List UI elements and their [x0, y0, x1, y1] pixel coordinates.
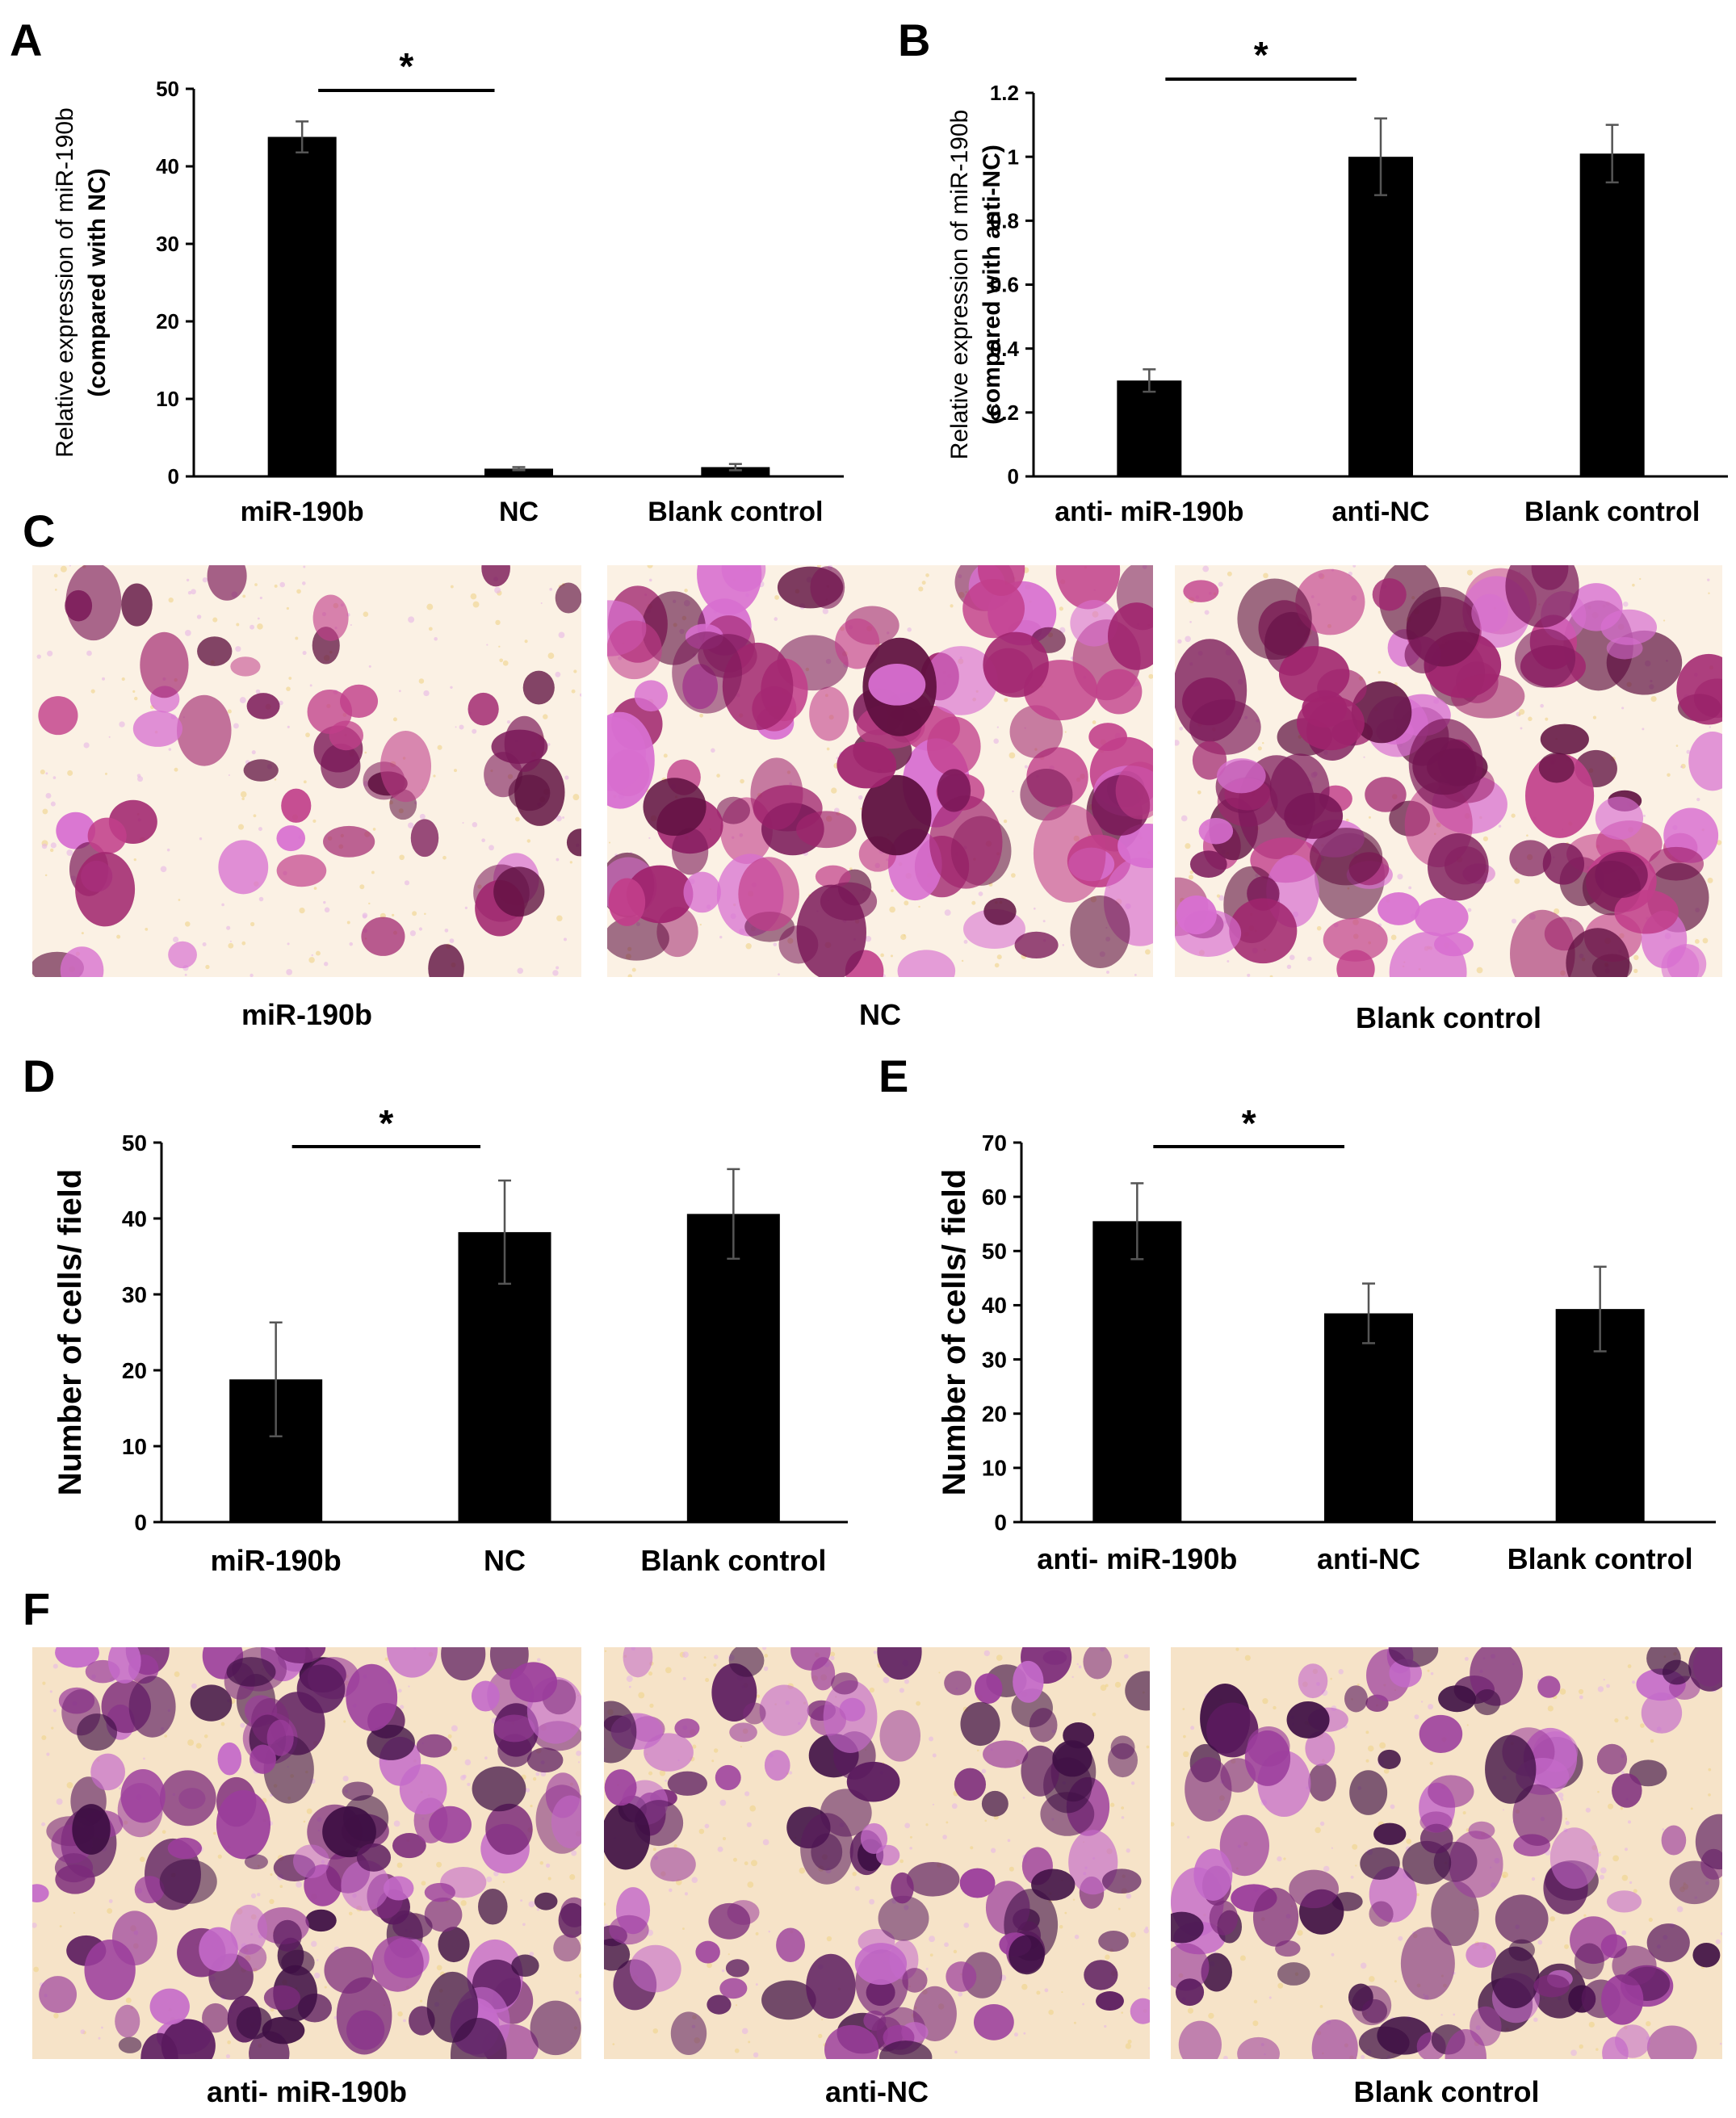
category-label: NC [484, 1544, 526, 1577]
bar [686, 1214, 780, 1522]
category-label: anti-NC [1332, 497, 1430, 527]
y-tick-label: 0.4 [990, 337, 1020, 361]
category-label: NC [499, 497, 539, 527]
y-tick-label: 60 [982, 1185, 1007, 1210]
category-label: miR-190b [211, 1544, 342, 1577]
stained-cells-image [32, 565, 581, 977]
chart-a: 0 10 20 30 40 50 Relative expression of miR-19… [52, 45, 844, 527]
stained-cells-image [32, 1647, 581, 2059]
chart-e: 0 10 20 30 40 50 60 70 Number of cells/ field ant… [937, 1102, 1716, 1575]
micrograph-f-3 [1171, 1647, 1722, 2059]
y-tick-label: 40 [156, 154, 179, 178]
y-tick-label: 30 [122, 1282, 147, 1307]
y-tick-label: 50 [156, 77, 179, 101]
y-tick-label: 50 [982, 1239, 1007, 1264]
y-tick-label: 30 [156, 232, 179, 256]
bar [1579, 153, 1645, 477]
y-tick-label: 40 [982, 1293, 1007, 1318]
y-axis-label: (compared with NC) [84, 168, 111, 396]
y-tick-label: 0.2 [990, 401, 1019, 425]
stained-cells-image [1175, 565, 1722, 977]
bar [1117, 380, 1182, 476]
significance-star: * [1242, 1102, 1256, 1144]
micrograph-f-1 [32, 1647, 581, 2059]
panel-label-b: B [898, 15, 931, 65]
y-tick-label: 0 [1008, 464, 1019, 489]
y-tick-label: 1 [1008, 145, 1019, 169]
bar [267, 136, 337, 476]
caption-c-2: NC [859, 998, 901, 1031]
caption-c-3: Blank control [1355, 1001, 1542, 1034]
y-axis-label: Number of cells/ field [52, 1169, 88, 1496]
y-tick-label: 40 [122, 1206, 147, 1231]
y-tick-label: 0 [168, 464, 179, 489]
y-tick-label: 0 [994, 1510, 1007, 1535]
category-label: Blank control [1524, 497, 1700, 527]
y-axis-label: Relative expression of miR-190b [52, 107, 78, 458]
category-label: Blank control [640, 1544, 826, 1577]
category-label: Blank control [648, 497, 823, 527]
caption-f-1: anti- miR-190b [206, 2075, 408, 2108]
panel-label-e: E [878, 1051, 909, 1101]
category-label: miR-190b [241, 497, 364, 527]
caption-f-2: anti-NC [825, 2075, 929, 2108]
chart-b: 0 0.2 0.4 0.6 0.8 1 1.2 Relative expression of … [946, 34, 1728, 527]
stained-cells-image [1171, 1647, 1722, 2059]
y-tick-label: 50 [122, 1130, 147, 1155]
panel-label-f: F [23, 1583, 51, 1634]
panel-label-d: D [23, 1051, 56, 1101]
y-tick-label: 10 [982, 1456, 1007, 1481]
micrograph-f-2 [604, 1647, 1150, 2059]
category-label: anti-NC [1317, 1542, 1420, 1575]
bar [1348, 157, 1413, 476]
micrograph-c-1 [32, 565, 581, 977]
category-label: Blank control [1507, 1542, 1693, 1575]
bar [1324, 1313, 1413, 1522]
significance-star: * [399, 45, 413, 87]
stained-cells-image [607, 565, 1153, 977]
caption-c-1: miR-190b [241, 998, 373, 1031]
panel-label-a: A [10, 15, 43, 65]
y-tick-label: 70 [982, 1130, 1007, 1155]
significance-star: * [379, 1102, 393, 1144]
y-axis-label: Number of cells/ field [937, 1169, 972, 1496]
bar [701, 467, 770, 476]
significance-star: * [1254, 34, 1268, 76]
y-tick-label: 20 [122, 1358, 147, 1383]
category-label: anti- miR-190b [1055, 497, 1243, 527]
y-tick-label: 10 [156, 387, 179, 411]
y-tick-label: 1.2 [990, 81, 1019, 105]
caption-f-3: Blank control [1353, 2075, 1540, 2108]
y-tick-label: 20 [982, 1402, 1007, 1427]
micrograph-c-2 [607, 565, 1153, 977]
micrograph-c-3 [1175, 565, 1722, 977]
panel-label-c: C [23, 505, 56, 556]
bar [1092, 1221, 1182, 1522]
y-axis-label: (compared with anti-NC) [979, 145, 1005, 425]
y-tick-label: 0.6 [990, 273, 1019, 297]
stained-cells-image [604, 1647, 1150, 2059]
bar [484, 468, 553, 476]
y-tick-label: 0 [134, 1510, 147, 1535]
y-tick-label: 30 [982, 1347, 1007, 1372]
category-label: anti- miR-190b [1037, 1542, 1237, 1575]
y-tick-label: 20 [156, 309, 179, 333]
chart-d: 0 10 20 30 40 50 Number of cells/ field miR-190… [52, 1102, 848, 1577]
y-tick-label: 0.8 [990, 208, 1019, 233]
y-axis-label: Relative expression of miR-190b [946, 110, 973, 460]
y-tick-label: 10 [122, 1434, 147, 1459]
